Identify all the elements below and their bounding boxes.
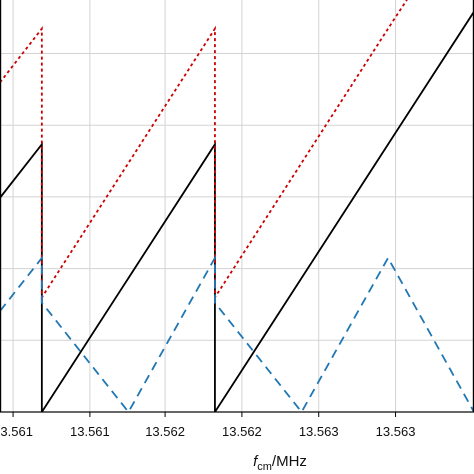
x-tick-label: 13.561 [0, 424, 33, 439]
x-tick-label: 13.562 [222, 424, 262, 439]
x-axis-label-unit: /MHz [272, 453, 307, 470]
grid [0, 0, 474, 412]
series-line-dashed [0, 254, 474, 412]
plot-frame [0, 0, 474, 413]
x-axis-label: fcm/MHz [253, 453, 307, 473]
series-line-dotted [0, 0, 408, 301]
x-axis-label-subscript: cm [257, 461, 272, 473]
x-tick-label: 13.561 [70, 424, 110, 439]
x-tick-label: 13.562 [145, 424, 185, 439]
x-axis-label-symbol: f [253, 453, 259, 470]
series-layer [0, 0, 474, 412]
series-line-solid [0, 11, 474, 412]
x-tick-label: 13.563 [299, 424, 339, 439]
x-tick-label: 13.563 [376, 424, 416, 439]
x-ticks: 13.561 13.561 13.562 13.562 13.563 13.563 [0, 412, 415, 439]
